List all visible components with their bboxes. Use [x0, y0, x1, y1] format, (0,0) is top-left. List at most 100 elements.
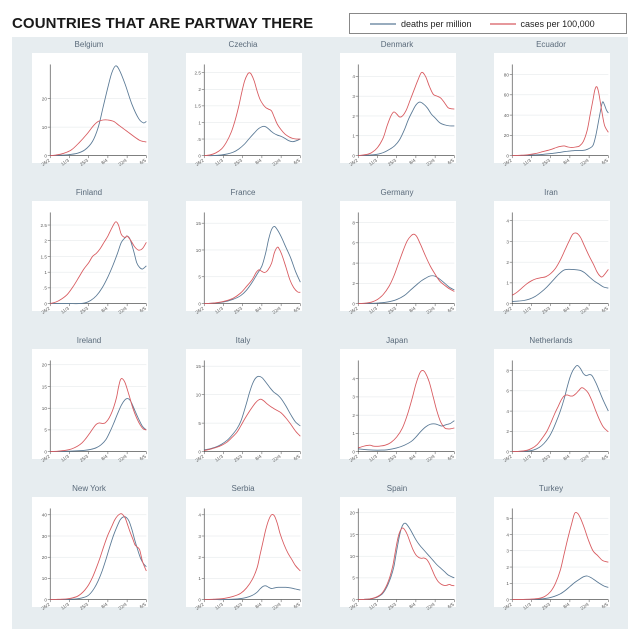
- svg-text:25/3: 25/3: [233, 157, 244, 167]
- svg-text:11/3: 11/3: [214, 157, 224, 166]
- svg-text:11/3: 11/3: [214, 601, 224, 610]
- svg-text:8/4: 8/4: [408, 157, 416, 165]
- svg-text:11/3: 11/3: [368, 601, 378, 610]
- svg-text:11/3: 11/3: [368, 305, 378, 314]
- svg-text:6/5: 6/5: [139, 453, 147, 461]
- svg-text:26/2: 26/2: [41, 157, 52, 167]
- svg-text:26/2: 26/2: [503, 157, 514, 167]
- svg-text:2: 2: [352, 413, 355, 418]
- svg-text:20: 20: [42, 363, 48, 368]
- svg-text:5: 5: [506, 516, 509, 521]
- svg-text:5: 5: [198, 421, 201, 426]
- svg-text:8/4: 8/4: [562, 305, 570, 313]
- svg-text:8/4: 8/4: [100, 601, 108, 609]
- svg-text:1: 1: [506, 581, 509, 586]
- svg-text:2.5: 2.5: [194, 71, 201, 76]
- svg-text:22/4: 22/4: [425, 601, 436, 611]
- svg-text:25/3: 25/3: [79, 305, 90, 315]
- svg-text:20: 20: [504, 133, 510, 138]
- svg-text:22/4: 22/4: [579, 157, 590, 167]
- svg-text:4: 4: [506, 532, 509, 537]
- svg-text:22/4: 22/4: [425, 157, 436, 167]
- svg-text:6/5: 6/5: [139, 601, 147, 609]
- svg-text:11/3: 11/3: [214, 453, 224, 462]
- svg-text:22/4: 22/4: [271, 157, 282, 167]
- svg-text:11/3: 11/3: [368, 453, 378, 462]
- svg-text:30: 30: [42, 534, 48, 539]
- svg-text:.5: .5: [197, 137, 201, 142]
- svg-text:3: 3: [198, 534, 201, 539]
- svg-text:4: 4: [352, 261, 355, 266]
- svg-text:2.5: 2.5: [40, 223, 47, 228]
- svg-text:6/5: 6/5: [601, 305, 609, 313]
- svg-text:26/2: 26/2: [41, 305, 52, 315]
- svg-text:11/3: 11/3: [522, 601, 532, 610]
- svg-text:6/5: 6/5: [293, 453, 301, 461]
- svg-text:5: 5: [44, 428, 47, 433]
- svg-text:4: 4: [352, 377, 355, 382]
- svg-text:6: 6: [352, 241, 355, 246]
- svg-text:11/3: 11/3: [522, 305, 532, 314]
- svg-text:15: 15: [196, 221, 202, 226]
- svg-text:20: 20: [42, 555, 48, 560]
- svg-text:26/2: 26/2: [503, 305, 514, 315]
- svg-text:25/3: 25/3: [541, 453, 552, 463]
- svg-text:26/2: 26/2: [349, 453, 360, 463]
- svg-text:22/4: 22/4: [425, 453, 436, 463]
- svg-text:3: 3: [506, 239, 509, 244]
- svg-text:11/3: 11/3: [60, 157, 70, 166]
- svg-text:11/3: 11/3: [368, 157, 378, 166]
- svg-text:2: 2: [506, 429, 509, 434]
- svg-text:26/2: 26/2: [349, 601, 360, 611]
- svg-text:40: 40: [42, 513, 48, 518]
- svg-text:26/2: 26/2: [195, 157, 206, 167]
- svg-text:6/5: 6/5: [293, 601, 301, 609]
- svg-text:26/2: 26/2: [195, 305, 206, 315]
- svg-text:8/4: 8/4: [408, 601, 416, 609]
- svg-text:8/4: 8/4: [254, 453, 262, 461]
- svg-text:4: 4: [352, 74, 355, 79]
- svg-text:26/2: 26/2: [503, 601, 514, 611]
- svg-text:6/5: 6/5: [447, 305, 455, 313]
- svg-text:10: 10: [42, 576, 48, 581]
- svg-text:15: 15: [42, 384, 48, 389]
- svg-text:11/3: 11/3: [522, 453, 532, 462]
- svg-text:6/5: 6/5: [139, 305, 147, 313]
- svg-text:11/3: 11/3: [60, 305, 70, 314]
- svg-text:80: 80: [504, 72, 510, 77]
- svg-text:6/5: 6/5: [601, 453, 609, 461]
- svg-text:22/4: 22/4: [425, 305, 436, 315]
- svg-text:10: 10: [42, 406, 48, 411]
- svg-text:1: 1: [352, 431, 355, 436]
- svg-text:2: 2: [506, 260, 509, 265]
- svg-text:8: 8: [352, 220, 355, 225]
- svg-text:25/3: 25/3: [387, 157, 398, 167]
- svg-text:2: 2: [198, 87, 201, 92]
- svg-text:6: 6: [506, 389, 509, 394]
- svg-text:3: 3: [352, 94, 355, 99]
- svg-text:26/2: 26/2: [349, 305, 360, 315]
- svg-text:6/5: 6/5: [139, 157, 147, 165]
- svg-text:26/2: 26/2: [41, 601, 52, 611]
- svg-text:25/3: 25/3: [79, 453, 90, 463]
- svg-text:22/4: 22/4: [117, 453, 128, 463]
- svg-text:1: 1: [352, 134, 355, 139]
- svg-text:8/4: 8/4: [100, 453, 108, 461]
- svg-text:4: 4: [198, 513, 201, 518]
- svg-text:1.5: 1.5: [194, 104, 201, 109]
- svg-text:22/4: 22/4: [271, 453, 282, 463]
- svg-text:6/5: 6/5: [293, 305, 301, 313]
- svg-text:8/4: 8/4: [254, 305, 262, 313]
- svg-text:1.5: 1.5: [40, 254, 47, 259]
- svg-text:15: 15: [196, 364, 202, 369]
- svg-text:10: 10: [350, 554, 356, 559]
- svg-text:25/3: 25/3: [233, 453, 244, 463]
- svg-text:6/5: 6/5: [601, 601, 609, 609]
- svg-text:11/3: 11/3: [60, 453, 70, 462]
- svg-text:10: 10: [42, 125, 48, 130]
- svg-text:2: 2: [198, 555, 201, 560]
- svg-text:6/5: 6/5: [293, 157, 301, 165]
- svg-text:22/4: 22/4: [579, 601, 590, 611]
- svg-text:8/4: 8/4: [408, 453, 416, 461]
- svg-text:8/4: 8/4: [100, 305, 108, 313]
